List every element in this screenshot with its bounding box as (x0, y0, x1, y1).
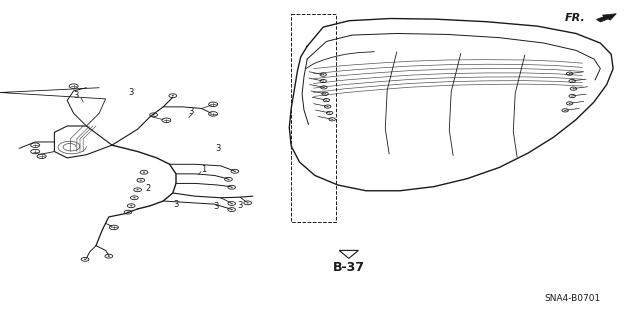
Text: 3: 3 (173, 200, 179, 209)
Circle shape (246, 202, 249, 204)
Circle shape (564, 110, 566, 111)
Circle shape (230, 209, 233, 210)
Circle shape (569, 73, 571, 74)
Text: 3: 3 (188, 107, 193, 115)
Text: 3: 3 (214, 202, 219, 211)
Text: FR.: FR. (565, 12, 586, 23)
Text: 3: 3 (215, 144, 220, 153)
Circle shape (136, 189, 139, 190)
Text: 3: 3 (73, 91, 78, 100)
Circle shape (127, 211, 129, 213)
Text: B-37: B-37 (333, 262, 365, 274)
Circle shape (130, 205, 132, 206)
Circle shape (326, 100, 327, 101)
Circle shape (323, 74, 324, 75)
Circle shape (227, 179, 230, 180)
FancyArrow shape (596, 14, 616, 22)
FancyArrow shape (339, 250, 358, 258)
Text: 3: 3 (129, 88, 134, 97)
Circle shape (323, 87, 325, 88)
Circle shape (133, 197, 136, 198)
Circle shape (571, 81, 573, 82)
Text: 1: 1 (201, 165, 206, 174)
Circle shape (573, 88, 575, 89)
Bar (291, 14, 336, 222)
Circle shape (230, 187, 233, 188)
Circle shape (108, 256, 110, 257)
Circle shape (323, 81, 324, 82)
Circle shape (172, 95, 174, 96)
Circle shape (152, 114, 155, 115)
Text: 2: 2 (146, 184, 151, 193)
Circle shape (327, 106, 329, 107)
Text: 3: 3 (237, 201, 243, 210)
Circle shape (569, 103, 571, 104)
Circle shape (84, 259, 86, 260)
Circle shape (332, 119, 333, 120)
Circle shape (230, 203, 233, 204)
Circle shape (143, 172, 145, 173)
Text: SNA4-B0701: SNA4-B0701 (545, 294, 601, 303)
Circle shape (140, 180, 142, 181)
Circle shape (234, 171, 236, 172)
Circle shape (324, 93, 326, 94)
